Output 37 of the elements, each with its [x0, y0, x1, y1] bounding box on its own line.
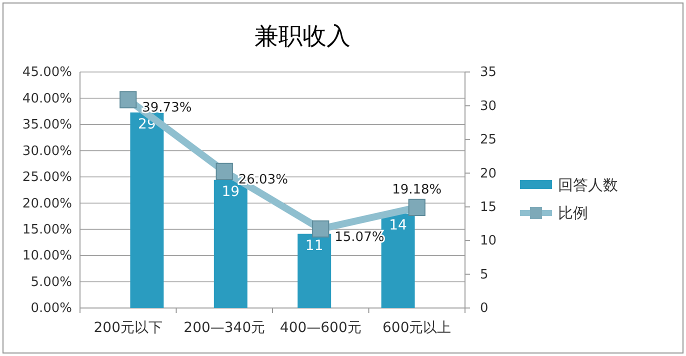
bar	[130, 112, 164, 308]
y2-tick-label: 25	[480, 132, 497, 148]
point	[216, 162, 233, 180]
y-tick-label: 30.00%	[22, 144, 72, 159]
x-tick-label: 400—600元	[280, 320, 362, 336]
data-label: 39.73%	[142, 100, 192, 116]
data-label: 19	[222, 184, 240, 200]
data-label: 14	[389, 218, 408, 234]
legend-label: 回答人数	[558, 176, 618, 194]
y2-tick-label: 30	[480, 98, 497, 114]
y-tick-label: 45.00%	[22, 65, 72, 80]
data-label: 19.18%	[392, 182, 442, 198]
y-tick-label: 0.00%	[30, 301, 72, 316]
point	[408, 198, 426, 216]
y2-tick-label: 5	[480, 267, 488, 282]
y2-tick-label: 0	[480, 301, 488, 316]
x-tick-label: 200元以下	[94, 320, 162, 336]
y-tick-label: 35.00%	[22, 118, 72, 133]
data-label: 26.03%	[238, 172, 288, 188]
point	[312, 220, 330, 238]
legend-label: 比例	[558, 204, 588, 222]
point	[120, 91, 137, 108]
y2-tick-label: 35	[480, 65, 497, 80]
y-tick-label: 5.00%	[30, 274, 72, 290]
y-tick-label: 15.00%	[22, 222, 72, 238]
x-tick-label: 200—340元	[184, 320, 266, 336]
x-tick-label: 600元以上	[382, 320, 452, 336]
y-tick-label: 10.00%	[22, 248, 72, 264]
y-tick-label: 40.00%	[22, 91, 72, 106]
bar	[298, 234, 332, 308]
y-tick-label: 25.00%	[22, 170, 72, 186]
y2-tick-label: 20	[480, 166, 497, 182]
data-label: 11	[305, 238, 324, 254]
y2-tick-label: 10	[480, 234, 497, 249]
chart-title: 兼职收入	[254, 22, 350, 50]
y2-tick-label: 15	[480, 200, 497, 216]
y-tick-label: 20.00%	[22, 196, 72, 212]
